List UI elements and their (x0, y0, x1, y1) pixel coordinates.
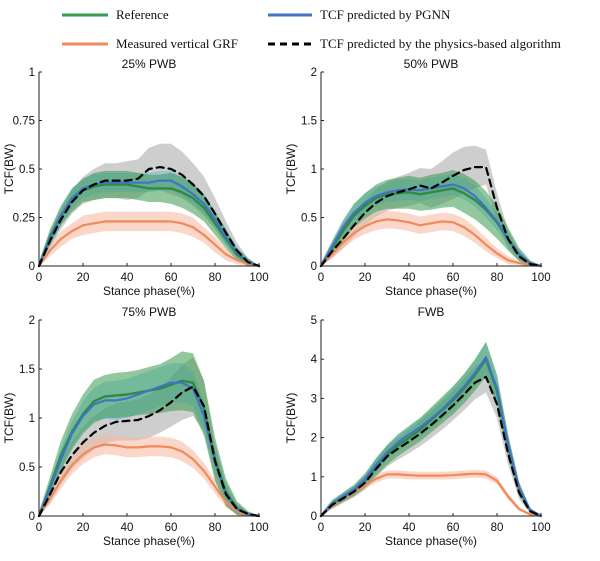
y-tick-label: 0.25 (13, 213, 35, 225)
x-tick-label: 40 (403, 522, 416, 534)
y-tick-label: 2 (311, 67, 317, 79)
x-tick-label: 100 (531, 522, 550, 534)
x-axis-label: Stance phase(%) (103, 534, 195, 548)
series-line-physics (37, 385, 261, 518)
legend-label-pgnn: TCF predicted by PGNN (320, 7, 451, 22)
legend-item-pgnn: TCF predicted by PGNN (268, 7, 451, 22)
legend-item-reference: Reference (62, 7, 169, 22)
panel-title: 75% PWB (122, 305, 177, 319)
x-tick-label: 40 (121, 522, 134, 534)
panel-75pwb: 0 20 40 60 80 100 0 0.5 1 1.5 2 75% PWB Stance phase… (2, 305, 269, 548)
legend-label-physics: TCF predicted by the physics-based algor… (320, 36, 561, 51)
y-tick-label: 0.75 (13, 116, 35, 128)
x-tick-label: 20 (77, 522, 90, 534)
x-tick-label: 80 (209, 272, 222, 284)
y-tick-label: 2 (29, 315, 35, 327)
y-tick-label: 1.5 (301, 116, 317, 128)
y-axis-label: TCF(BW) (284, 144, 298, 195)
band-measured (321, 469, 541, 516)
series-line-measured (319, 218, 543, 268)
legend-item-physics: TCF predicted by the physics-based algor… (268, 36, 561, 51)
x-tick-label: 20 (359, 272, 372, 284)
series-line-pgnn (319, 183, 543, 268)
band-measured (39, 434, 259, 516)
panel-fwb: 0 20 40 60 80 100 0 1 2 3 4 5 FWB Stance phase(%) TCF(… (284, 305, 551, 548)
x-tick-label: 20 (77, 272, 90, 284)
legend: Reference Measured vertical GRF TCF pred… (62, 7, 561, 51)
band-reference (321, 170, 541, 266)
x-axis-label: Stance phase(%) (385, 284, 477, 298)
x-tick-label: 0 (36, 272, 42, 284)
y-tick-label: 3 (311, 393, 317, 405)
x-tick-label: 40 (403, 272, 416, 284)
y-tick-label: 0.5 (19, 164, 35, 176)
x-tick-label: 100 (249, 522, 268, 534)
band-measured (39, 211, 259, 266)
y-tick-label: 0.5 (19, 462, 35, 474)
x-tick-label: 80 (491, 272, 504, 284)
series-line-physics (319, 375, 543, 518)
x-tick-label: 100 (531, 272, 550, 284)
x-tick-label: 60 (165, 272, 178, 284)
y-tick-label: 0.5 (301, 213, 317, 225)
band-reference (39, 170, 259, 266)
legend-item-measured: Measured vertical GRF (62, 36, 238, 51)
x-tick-label: 0 (318, 272, 324, 284)
y-tick-label: 0 (311, 511, 317, 523)
x-tick-label: 40 (121, 272, 134, 284)
series-line-physics (37, 166, 261, 268)
y-tick-label: 2 (311, 433, 317, 445)
series-line-physics (319, 166, 543, 268)
y-axis-label: TCF(BW) (2, 393, 16, 444)
panel-50pwb: 0 20 40 60 80 100 0 0.5 1 1.5 2 50% PWB Stance phase… (284, 57, 551, 298)
x-tick-label: 60 (447, 272, 460, 284)
y-tick-label: 1 (311, 472, 317, 484)
panel-25pwb: 0 20 40 60 80 100 0 0.25 0.5 0.75 1 25% PWB Stance p… (2, 57, 269, 298)
x-tick-label: 80 (491, 522, 504, 534)
x-tick-label: 60 (165, 522, 178, 534)
y-tick-label: 1.5 (19, 364, 35, 376)
y-tick-label: 1 (29, 413, 35, 425)
x-tick-label: 0 (36, 522, 42, 534)
panel-title: FWB (418, 305, 445, 319)
x-tick-label: 0 (318, 522, 324, 534)
panel-title: 50% PWB (404, 57, 459, 71)
x-tick-label: 20 (359, 522, 372, 534)
y-tick-label: 0 (311, 261, 317, 273)
series-line-pgnn (319, 356, 543, 518)
y-axis-label: TCF(BW) (2, 144, 16, 195)
x-tick-label: 60 (447, 522, 460, 534)
x-tick-label: 80 (209, 522, 222, 534)
series-line-measured (37, 443, 261, 518)
y-tick-label: 5 (311, 315, 317, 327)
legend-label-reference: Reference (116, 7, 169, 22)
band-reference (321, 341, 541, 516)
series-line-pgnn (37, 179, 261, 268)
y-tick-label: 1 (311, 164, 317, 176)
x-axis-label: Stance phase(%) (103, 284, 195, 298)
x-tick-label: 100 (249, 272, 268, 284)
x-axis-label: Stance phase(%) (385, 534, 477, 548)
series-line-measured (37, 220, 261, 268)
band-measured (321, 210, 541, 266)
series-line-measured (319, 472, 543, 518)
y-tick-label: 4 (311, 354, 318, 366)
legend-label-measured: Measured vertical GRF (116, 36, 238, 51)
y-tick-label: 0 (29, 511, 35, 523)
band-reference (39, 351, 259, 516)
y-tick-label: 1 (29, 67, 35, 79)
y-axis-label: TCF(BW) (284, 393, 298, 444)
y-tick-label: 0 (29, 261, 35, 273)
panel-title: 25% PWB (122, 57, 177, 71)
